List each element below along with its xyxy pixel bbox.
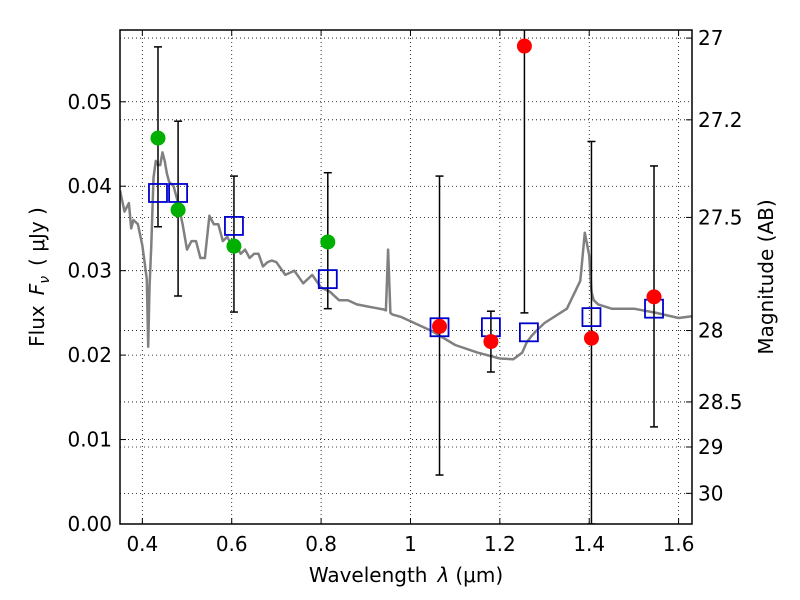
red-data-point: [516, 38, 532, 54]
y-tick-label: 0.02: [67, 343, 112, 367]
y-tick-label: 0.05: [67, 90, 112, 114]
red-data-point: [432, 318, 448, 334]
grid-lines: [120, 30, 692, 525]
model-point-square: [518, 322, 539, 343]
y2-tick-label: 28: [698, 319, 723, 343]
x-tick-label: 1.2: [484, 532, 516, 556]
y2-tick-label: 28.5: [698, 390, 743, 414]
y2-tick-label: 27: [698, 26, 723, 50]
model-point-square: [168, 183, 188, 203]
y-tick-label: 0.00: [67, 512, 112, 536]
y-axis-label: FluxFν( μJy ): [25, 207, 53, 347]
y-tick-label: 0.01: [67, 428, 112, 452]
y2-axis-label: Magnitude (AB): [754, 199, 778, 354]
plot-background: [120, 30, 692, 524]
y2-tick-label: 30: [698, 481, 723, 505]
model-point-square: [148, 183, 168, 203]
red-data-point: [483, 334, 499, 350]
green-data-point: [170, 202, 186, 218]
model-point-square: [581, 307, 602, 328]
y2-tick-label: 27.5: [698, 205, 743, 229]
green-data-point: [150, 130, 166, 146]
x-tick-label: 0.8: [305, 532, 337, 556]
green-data-point: [320, 234, 336, 250]
x-axis-label: Wavelength λ (μm): [309, 563, 503, 587]
plot-frame: [119, 29, 693, 525]
y2-tick-label: 27.2: [698, 108, 743, 132]
y2-tick-label: 29: [698, 435, 723, 459]
axes: 0.4 0.6 0.8 1 1.2 1.4 1.6 0.00 0.01 0.02 0.03 0.04 0…: [67, 26, 742, 556]
y-tick-label: 0.03: [67, 259, 112, 283]
green-data-point: [226, 238, 242, 254]
x-tick-label: 0.4: [126, 532, 158, 556]
model-point-square: [429, 317, 450, 338]
x-tick-label: 1.6: [663, 532, 695, 556]
x-tick-label: 1: [404, 532, 417, 556]
y-tick-label: 0.04: [67, 174, 112, 198]
x-tick-label: 1.4: [573, 532, 605, 556]
x-tick-label: 0.6: [216, 532, 248, 556]
model-point-square: [224, 216, 244, 236]
red-data-point: [646, 289, 662, 305]
red-data-point: [583, 330, 599, 346]
plot-series: [120, 30, 692, 524]
model-point-square: [317, 269, 338, 290]
